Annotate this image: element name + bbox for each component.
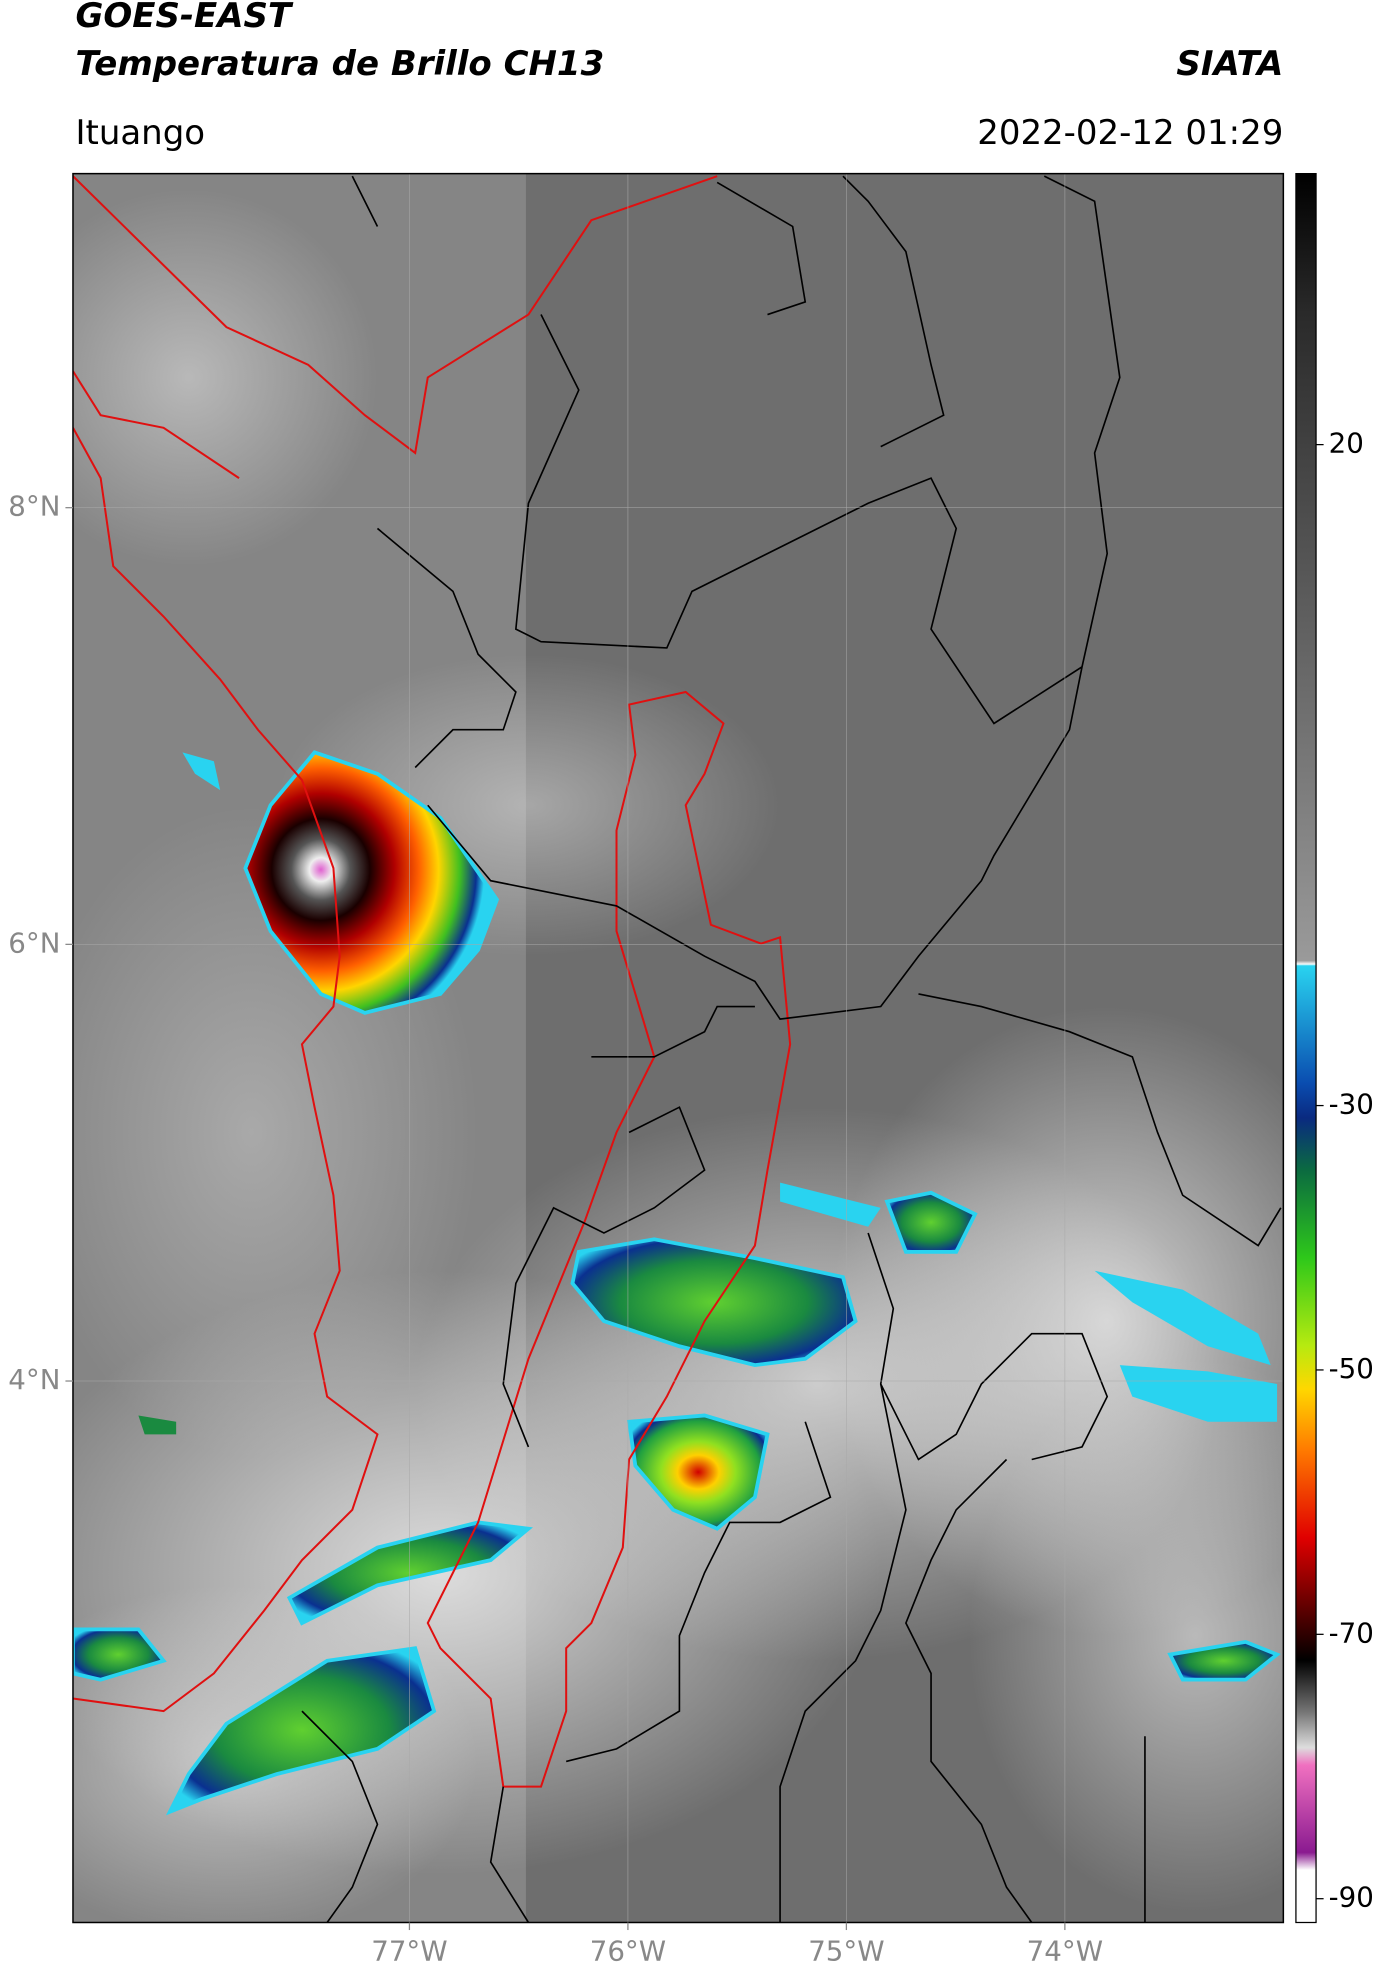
- colorbar-tick-label: -30: [1329, 1088, 1374, 1121]
- colorbar-tick-label: 20: [1329, 427, 1364, 460]
- y-tick-label: 8°N: [8, 490, 60, 523]
- source: SIATA: [1176, 44, 1283, 84]
- colorbar: [1295, 172, 1317, 1924]
- colorbar-tick-label: -50: [1329, 1352, 1374, 1385]
- x-tick-label: 77°W: [371, 1935, 447, 1968]
- title: GOES-EAST: [75, 0, 293, 36]
- location: Ituango: [75, 113, 205, 153]
- grid: [72, 173, 1284, 1923]
- map-frame: [72, 172, 1285, 1924]
- x-tick-label: 76°W: [590, 1935, 666, 1968]
- x-tick-label: 75°W: [808, 1935, 884, 1968]
- x-tick-label: 74°W: [1027, 1935, 1103, 1968]
- subtitle: Temperatura de Brillo CH13: [75, 44, 604, 84]
- y-tick-label: 6°N: [8, 926, 60, 959]
- colorbar-tick-label: -90: [1329, 1881, 1374, 1914]
- colorbar-tick-label: -70: [1329, 1616, 1374, 1649]
- satellite-image: [72, 173, 1284, 1923]
- datetime: 2022-02-12 01:29: [977, 113, 1283, 153]
- y-tick-label: 4°N: [8, 1363, 60, 1396]
